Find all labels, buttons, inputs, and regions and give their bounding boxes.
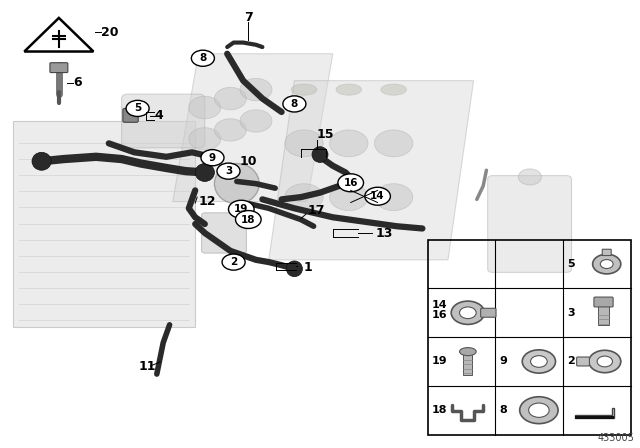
Text: 14: 14: [431, 300, 447, 310]
Text: 6: 6: [74, 76, 82, 90]
Bar: [463, 353, 472, 375]
FancyBboxPatch shape: [202, 213, 246, 253]
Text: 4: 4: [155, 109, 164, 122]
Circle shape: [531, 356, 547, 367]
Circle shape: [365, 187, 390, 205]
Circle shape: [330, 130, 368, 157]
Text: 8: 8: [291, 99, 298, 109]
Circle shape: [374, 184, 413, 211]
FancyBboxPatch shape: [122, 94, 205, 148]
Circle shape: [214, 87, 246, 110]
Ellipse shape: [32, 152, 51, 170]
Text: 14: 14: [371, 191, 385, 201]
Ellipse shape: [381, 84, 406, 95]
Text: 18: 18: [431, 405, 447, 415]
Text: 3: 3: [225, 166, 232, 176]
Text: 19: 19: [234, 204, 248, 214]
Text: 16: 16: [344, 178, 358, 188]
Circle shape: [597, 356, 612, 367]
Text: 11: 11: [139, 359, 156, 373]
Circle shape: [228, 200, 254, 218]
Polygon shape: [269, 81, 474, 260]
Circle shape: [189, 128, 221, 150]
Circle shape: [236, 211, 261, 228]
Text: 7: 7: [244, 11, 253, 25]
Ellipse shape: [214, 164, 259, 204]
Text: 433005: 433005: [598, 433, 635, 443]
Circle shape: [285, 130, 323, 157]
Text: 18: 18: [241, 215, 255, 224]
Circle shape: [529, 403, 549, 418]
Bar: [598, 305, 609, 325]
Text: 3: 3: [567, 308, 575, 318]
Polygon shape: [13, 121, 195, 327]
Circle shape: [518, 169, 541, 185]
Ellipse shape: [291, 84, 317, 95]
Ellipse shape: [195, 164, 214, 181]
Circle shape: [374, 130, 413, 157]
Circle shape: [189, 96, 221, 119]
FancyBboxPatch shape: [577, 357, 589, 366]
Circle shape: [240, 110, 272, 132]
Circle shape: [451, 301, 484, 324]
Text: 13: 13: [376, 227, 393, 241]
Ellipse shape: [312, 147, 328, 162]
FancyBboxPatch shape: [481, 308, 496, 317]
Text: 19: 19: [431, 357, 447, 366]
FancyBboxPatch shape: [602, 249, 611, 255]
Circle shape: [520, 397, 558, 424]
Text: 2: 2: [567, 357, 575, 366]
Circle shape: [460, 307, 476, 319]
Ellipse shape: [460, 348, 476, 356]
Circle shape: [214, 119, 246, 141]
Ellipse shape: [336, 84, 362, 95]
Text: 20: 20: [101, 26, 118, 39]
FancyBboxPatch shape: [488, 176, 572, 272]
Circle shape: [217, 163, 240, 179]
Text: 8: 8: [199, 53, 207, 63]
Text: 16: 16: [431, 310, 447, 320]
Polygon shape: [173, 54, 333, 202]
Text: 10: 10: [240, 155, 257, 168]
Circle shape: [338, 174, 364, 192]
Text: 12: 12: [198, 195, 216, 208]
Circle shape: [285, 184, 323, 211]
Circle shape: [222, 254, 245, 270]
FancyBboxPatch shape: [50, 63, 68, 73]
Circle shape: [330, 184, 368, 211]
Ellipse shape: [287, 261, 303, 276]
Text: 1: 1: [304, 261, 313, 274]
Circle shape: [283, 96, 306, 112]
Bar: [575, 416, 614, 419]
Circle shape: [589, 350, 621, 373]
Polygon shape: [24, 18, 93, 52]
Bar: [428, 240, 631, 435]
Circle shape: [191, 50, 214, 66]
Text: 2: 2: [230, 257, 237, 267]
Text: 9: 9: [209, 153, 216, 163]
Polygon shape: [575, 408, 614, 418]
Circle shape: [522, 350, 556, 373]
Circle shape: [126, 100, 149, 116]
Circle shape: [593, 254, 621, 274]
Circle shape: [600, 259, 613, 268]
Text: 5: 5: [567, 259, 575, 269]
FancyBboxPatch shape: [594, 297, 613, 307]
Text: 15: 15: [317, 128, 334, 141]
Text: 9: 9: [499, 357, 507, 366]
Text: 8: 8: [499, 405, 507, 415]
Text: 5: 5: [134, 103, 141, 113]
Circle shape: [240, 78, 272, 101]
Circle shape: [201, 150, 224, 166]
FancyBboxPatch shape: [123, 108, 138, 122]
Text: 17: 17: [307, 204, 324, 217]
